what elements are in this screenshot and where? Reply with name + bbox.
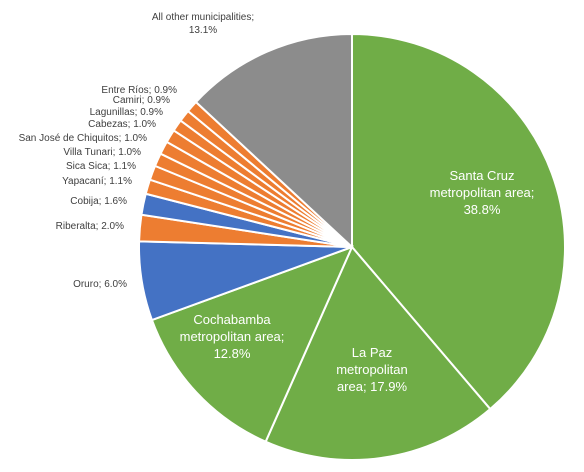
slice-label-6: Yapacaní; 1.1%	[62, 176, 132, 187]
slice-label-0: Santa Cruz metropolitan area; 38.8%	[430, 168, 535, 217]
slice-label-12: Camiri; 0.9%	[113, 95, 170, 106]
slice-label-5: Cobija; 1.6%	[70, 196, 127, 207]
slice-label-8: Villa Tunari; 1.0%	[63, 147, 141, 158]
pie-slice-la-paz-metropolitan-area	[264, 245, 492, 461]
slice-label-9: San José de Chiquitos; 1.0%	[19, 133, 148, 144]
slice-label-3: Oruro; 6.0%	[73, 279, 127, 290]
pie-slices	[138, 32, 566, 461]
slice-label-7: Sica Sica; 1.1%	[66, 161, 136, 172]
slice-label-4: Riberalta; 2.0%	[56, 221, 124, 232]
slice-label-11: Lagunillas; 0.9%	[90, 107, 163, 118]
slice-label-2: Cochabamba metropolitan area; 12.8%	[180, 312, 285, 361]
slice-label-10: Cabezas; 1.0%	[88, 119, 156, 130]
slice-label-13: Entre Ríos; 0.9%	[101, 85, 177, 96]
pie-slice-santa-cruz-metropolitan-area	[351, 32, 566, 411]
pie-slice-all-other-municipalities	[194, 32, 353, 250]
pie-labels: Santa Cruz metropolitan area; 38.8% La Paz m…	[19, 12, 535, 394]
slice-label-1: La Paz metropolitan area; 17.9%	[336, 345, 408, 394]
pie-slice-cochabamba-metropolitan-area	[150, 245, 354, 444]
slice-label-14: All other municipalities; 13.1%	[152, 12, 254, 36]
